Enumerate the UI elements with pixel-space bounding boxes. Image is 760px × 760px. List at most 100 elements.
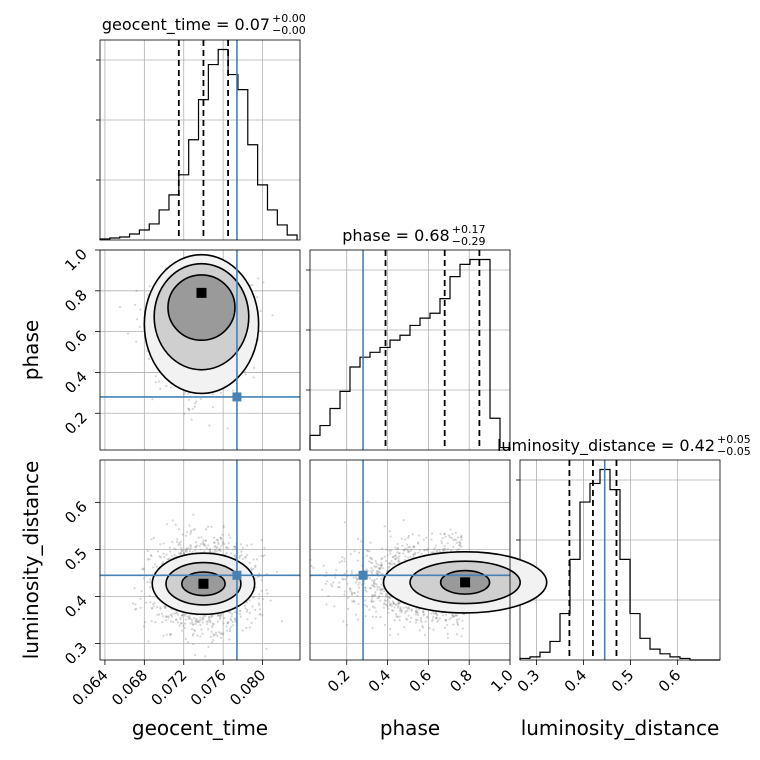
sample-point xyxy=(257,277,260,280)
sample-point xyxy=(435,616,439,619)
sample-point xyxy=(379,564,382,567)
sample-point xyxy=(392,556,395,559)
sample-point xyxy=(149,586,152,589)
sample-point xyxy=(403,625,406,629)
sample-point xyxy=(227,546,230,550)
sample-point xyxy=(401,544,404,547)
sample-point xyxy=(380,547,384,550)
sample-point xyxy=(155,565,158,568)
sample-point xyxy=(244,555,247,558)
sample-point xyxy=(245,610,249,613)
sample-point xyxy=(388,601,391,604)
sample-point xyxy=(180,549,183,552)
sample-point xyxy=(244,373,247,376)
sample-point xyxy=(394,557,397,560)
sample-point xyxy=(402,606,405,609)
sample-point xyxy=(225,546,228,550)
sample-point xyxy=(446,548,450,551)
sample-point xyxy=(271,314,274,317)
sample-point xyxy=(378,595,381,598)
sample-point xyxy=(215,538,218,542)
sample-point xyxy=(192,628,195,631)
sample-point xyxy=(231,620,234,623)
sample-point xyxy=(225,625,228,628)
sample-point xyxy=(410,616,413,619)
sample-point xyxy=(150,619,153,623)
sample-point xyxy=(207,618,211,621)
sample-point xyxy=(173,553,176,557)
sample-point xyxy=(446,542,449,545)
sample-point xyxy=(435,551,438,554)
sample-point xyxy=(209,620,212,624)
sample-point xyxy=(152,603,155,606)
sample-point xyxy=(393,606,396,609)
sample-point xyxy=(194,622,197,625)
sample-point xyxy=(238,609,241,612)
sample-point xyxy=(251,283,254,287)
sample-point xyxy=(177,544,180,547)
sample-point xyxy=(187,617,190,620)
sample-point xyxy=(190,627,194,631)
sample-point xyxy=(161,615,165,618)
sample-point xyxy=(368,560,371,563)
sample-point xyxy=(257,597,260,600)
sample-point xyxy=(211,614,214,617)
sample-point xyxy=(248,561,251,564)
sample-point xyxy=(156,606,159,609)
sample-point xyxy=(403,549,406,552)
sample-point xyxy=(200,628,203,631)
sample-point xyxy=(392,602,395,606)
sample-point xyxy=(192,513,195,516)
sample-point xyxy=(392,602,395,605)
sample-point xyxy=(199,635,202,638)
sample-point xyxy=(195,544,198,547)
sample-point xyxy=(349,553,352,556)
sample-point xyxy=(443,532,446,535)
sample-point xyxy=(254,577,257,580)
sample-point xyxy=(456,622,459,625)
sample-point xyxy=(139,308,142,311)
sample-point xyxy=(157,380,160,383)
sample-point xyxy=(200,542,203,546)
sample-point xyxy=(168,557,171,560)
sample-point xyxy=(252,558,255,561)
sample-point xyxy=(241,558,244,561)
sample-point xyxy=(159,543,162,546)
sample-point xyxy=(231,612,234,615)
sample-point xyxy=(165,553,168,556)
sample-point xyxy=(378,586,381,589)
sample-point xyxy=(454,538,458,542)
sample-point xyxy=(227,533,231,536)
sample-point xyxy=(181,613,184,617)
sample-point xyxy=(252,567,255,570)
sample-point xyxy=(166,615,170,618)
sample-point xyxy=(176,540,179,543)
sample-point xyxy=(396,546,399,549)
sample-point xyxy=(205,546,209,550)
sample-point xyxy=(191,407,194,410)
sample-point xyxy=(372,584,375,587)
sample-point xyxy=(150,606,154,610)
sample-point xyxy=(245,553,249,556)
sample-point xyxy=(407,614,410,617)
2d-panel-phase-luminosity_distance xyxy=(309,459,548,661)
sample-point xyxy=(396,542,399,546)
sample-point xyxy=(179,616,182,619)
sample-point xyxy=(449,616,453,619)
sample-point xyxy=(455,620,459,624)
sample-point xyxy=(211,393,214,396)
sample-point xyxy=(192,623,195,626)
sample-point xyxy=(177,528,181,531)
sample-point xyxy=(413,546,416,549)
sample-point xyxy=(142,577,146,580)
sample-point xyxy=(417,541,420,544)
sample-point xyxy=(134,607,138,610)
sample-point xyxy=(343,560,346,563)
sample-point xyxy=(353,550,356,553)
sample-point xyxy=(200,536,203,539)
hist-panel-phase xyxy=(306,249,511,451)
sample-point xyxy=(238,554,241,558)
sample-point xyxy=(334,576,337,579)
sample-point xyxy=(365,590,368,593)
sample-point xyxy=(198,544,201,547)
